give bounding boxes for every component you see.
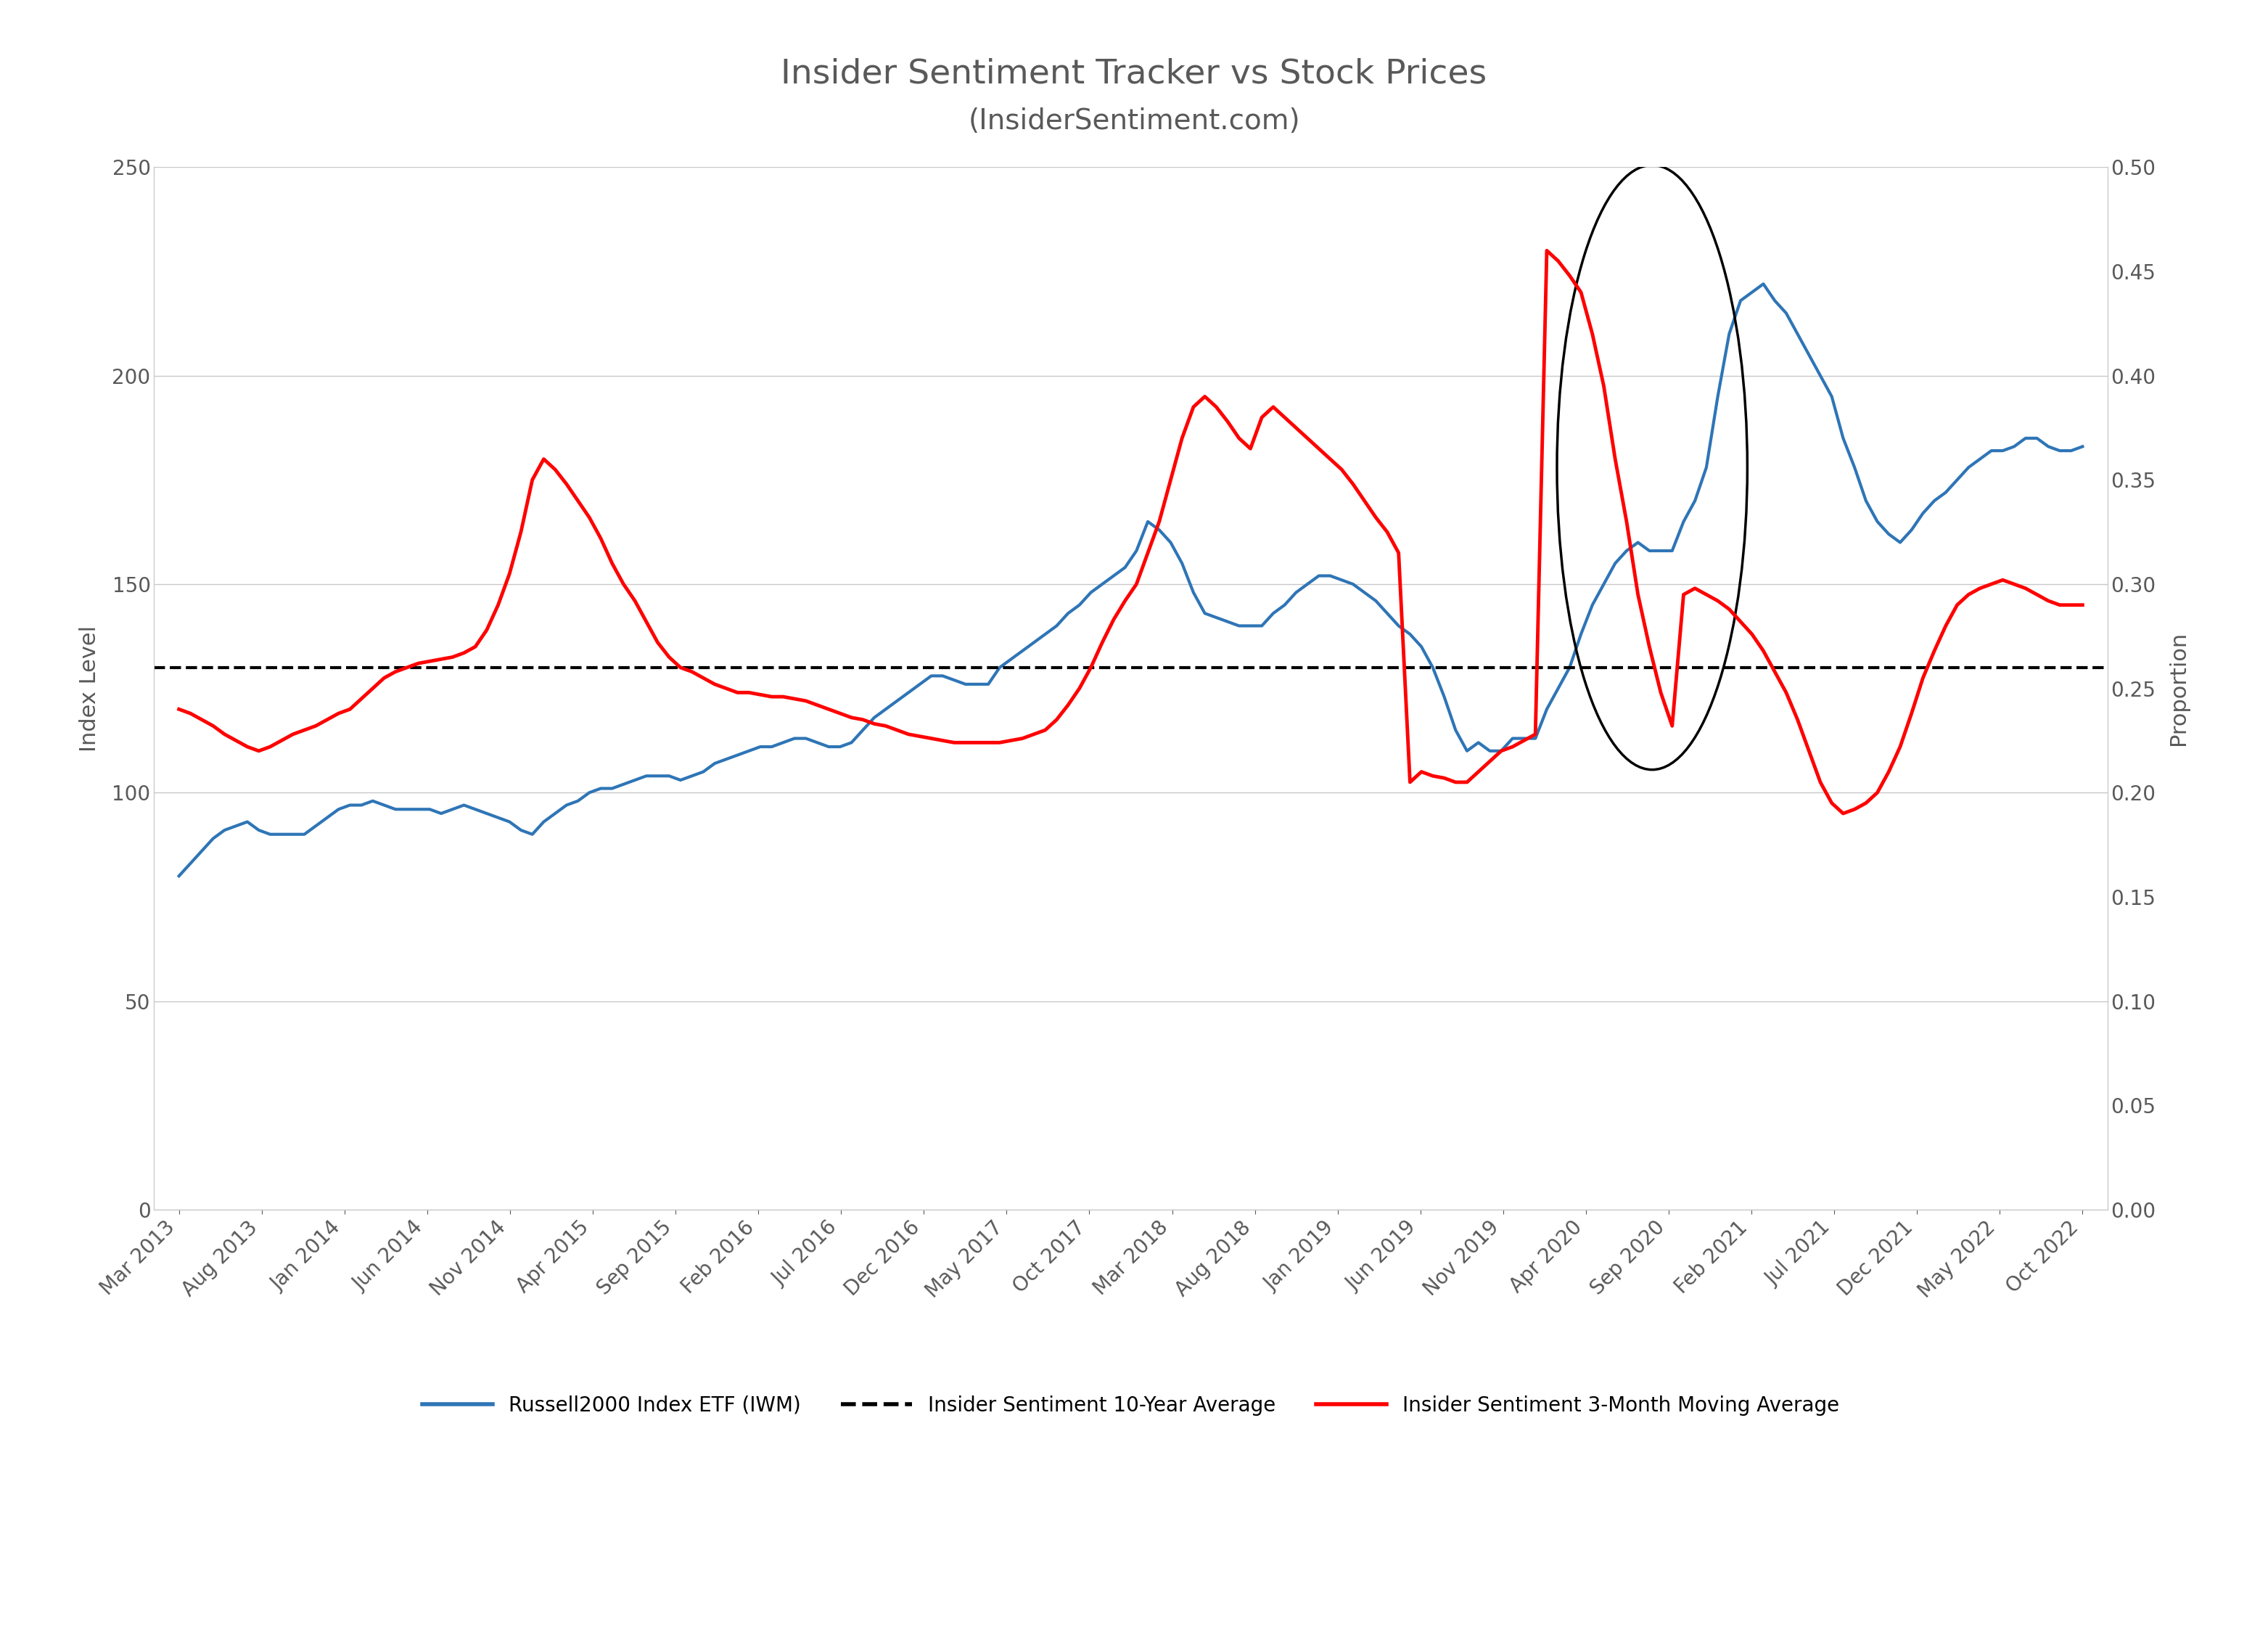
Legend: Russell2000 Index ETF (IWM), Insider Sentiment 10-Year Average, Insider Sentimen: Russell2000 Index ETF (IWM), Insider Sen… xyxy=(415,1388,1848,1424)
Y-axis label: Proportion: Proportion xyxy=(2168,631,2189,745)
Text: (InsiderSentiment.com): (InsiderSentiment.com) xyxy=(968,107,1300,135)
Text: Insider Sentiment Tracker vs Stock Prices: Insider Sentiment Tracker vs Stock Price… xyxy=(780,58,1488,91)
Y-axis label: Index Level: Index Level xyxy=(79,625,100,751)
